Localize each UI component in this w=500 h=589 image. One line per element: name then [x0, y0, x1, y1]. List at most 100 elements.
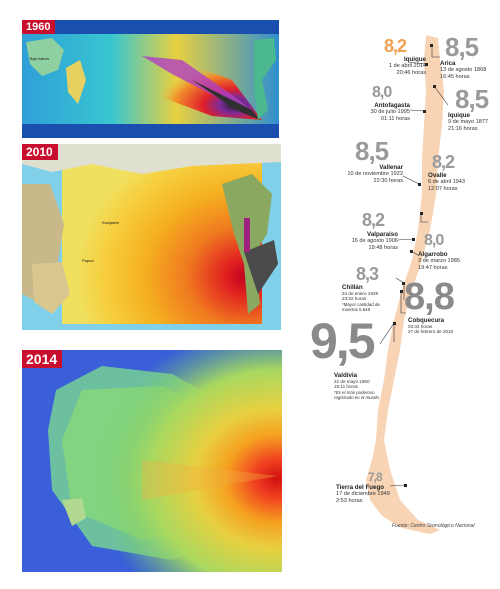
- magnitude-arica: 8,5: [445, 32, 479, 62]
- quake-name: Valparaíso: [367, 231, 398, 238]
- magnitude-iquique-2014: 8,2: [384, 36, 407, 56]
- year-badge-2014: 2014: [22, 350, 63, 368]
- magnitude-ovalle: 8,2: [432, 152, 455, 172]
- source-credit: Fuente: Centro Sismológico Nacional: [392, 523, 475, 529]
- quake-label-valdivia: Valdivia 22 de mayo 1960 15:11 horas *Es…: [334, 372, 404, 400]
- quake-label-tierra-del-fuego: Tierra del Fuego 17 de diciembre 1949 2:…: [336, 484, 396, 504]
- tsunami-map-2010: Kwajalein Papua 2010: [22, 144, 281, 330]
- line-algarrobo: [410, 250, 419, 256]
- line-vallenar: [402, 175, 420, 185]
- quake-label-arica: Arica 13 de agosto 1868 16:45 horas: [440, 60, 498, 80]
- svg-text:Kwajalein: Kwajalein: [102, 220, 119, 225]
- line-iquique-2014: [407, 61, 427, 65]
- quake-name: Arica: [440, 60, 456, 67]
- line-chillan: [395, 277, 405, 300]
- quake-label-cobquecura: Cobquecura 03:34 horas 27 de febrero de …: [408, 317, 488, 335]
- marker-valparaiso: [412, 238, 415, 241]
- quake-time: 27 de febrero de 2010: [408, 329, 454, 335]
- quake-date: 3 de marzo 1985: [418, 258, 460, 265]
- magnitude-valdivia: 9,5: [310, 313, 376, 369]
- quake-date: 22 de mayo 1960: [334, 379, 370, 385]
- quake-time: 2:53 horas: [336, 497, 363, 504]
- quake-name: Chillán: [342, 284, 363, 291]
- line-iquique-1877: [433, 85, 449, 106]
- quake-date: 30 de julio 1995: [370, 109, 410, 116]
- quake-date: 9 de mayo 1877: [448, 119, 489, 126]
- quake-note: *Es el más poderoso registrado en el mun…: [334, 389, 379, 400]
- quake-date: 24 de enero 1939: [342, 291, 379, 297]
- chile-map: [366, 35, 444, 534]
- quake-date: 6 de abril 1943: [428, 179, 466, 186]
- quake-time: 20:46 horas: [396, 69, 426, 76]
- marker-iquique-2014: [425, 63, 428, 66]
- quake-name: Algarrobo: [418, 251, 448, 258]
- magnitude-tierra-del-fuego: 7,8: [368, 470, 383, 484]
- quake-name: Cobquecura: [408, 317, 445, 324]
- quake-label-valparaiso: Valparaíso 16 de agosto 1906 19:48 horas: [334, 231, 398, 251]
- year-badge-1960: 1960: [22, 20, 56, 34]
- quake-time: 16:45 horas: [440, 73, 470, 80]
- quake-time: 22:30 horas: [373, 177, 403, 184]
- quake-name: Tierra del Fuego: [336, 484, 385, 491]
- chile-shape: [366, 35, 444, 534]
- quake-time: 01:11 horas: [380, 115, 410, 122]
- quake-time: 19:48 horas: [368, 244, 398, 251]
- quake-time: 23:32 horas: [342, 296, 367, 302]
- line-cobquecura: [400, 291, 406, 314]
- quake-label-antofagasta: Antofagasta 30 de julio 1995 01:11 horas: [352, 102, 410, 122]
- svg-text:Papua: Papua: [82, 258, 94, 263]
- quake-date: 16 de agosto 1906: [351, 238, 398, 245]
- marker-vallenar: [418, 183, 421, 186]
- quake-name: Vallenar: [379, 164, 403, 171]
- tsunami-map-2014: 2014: [22, 350, 282, 572]
- quake-time: 19:47 horas: [418, 264, 448, 271]
- marker-ovalle: [420, 212, 423, 215]
- line-antofagasta: [409, 109, 425, 112]
- magnitude-chillan: 8,3: [356, 264, 379, 284]
- quake-note: *Mayor cantidad de muertos 5.648: [342, 301, 380, 312]
- quake-date: 03:34 horas: [408, 324, 433, 330]
- quake-label-vallenar: Vallenar 10 de noviembre 1922 22:30 hora…: [330, 164, 403, 184]
- marker-arica: [430, 44, 433, 47]
- quake-time: 15:11 horas: [334, 384, 358, 390]
- quake-date: 1 de abril 2014: [388, 63, 426, 70]
- marker-chillan: [402, 282, 405, 285]
- tsunami-map-1960-image: Baja Islands: [22, 20, 279, 138]
- quake-date: 13 de agosto 1868: [440, 67, 487, 74]
- quake-name: Antofagasta: [374, 102, 410, 109]
- marker-tierra-del-fuego: [404, 484, 407, 487]
- magnitude-algarrobo: 8,0: [424, 232, 444, 249]
- svg-text:Baja Islands: Baja Islands: [30, 57, 49, 61]
- quake-date: 10 de noviembre 1922: [347, 171, 403, 178]
- magnitude-cobquecura: 8,8: [404, 276, 455, 318]
- quake-label-chillan: Chillán 24 de enero 1939 23:32 horas *Ma…: [342, 284, 396, 312]
- quake-label-ovalle: Ovalle 6 de abril 1943 12:07 horas: [428, 172, 488, 192]
- tsunami-map-2010-image: Kwajalein Papua: [22, 144, 281, 330]
- magnitude-iquique-1877: 8,5: [455, 84, 489, 114]
- line-valdivia: [379, 322, 395, 345]
- quake-date: 17 de diciembre 1949: [336, 491, 390, 498]
- tsunami-map-1960: Baja Islands 1960: [22, 20, 279, 138]
- quake-name: Iquique: [448, 112, 470, 119]
- line-valparaiso: [397, 238, 414, 241]
- quake-name: Iquique: [404, 56, 426, 63]
- marker-valdivia: [393, 322, 396, 325]
- marker-antofagasta: [423, 110, 426, 113]
- quake-name: Valdivia: [334, 372, 358, 379]
- magnitude-antofagasta: 8,0: [372, 84, 392, 101]
- magnitude-valparaiso: 8,2: [362, 210, 385, 230]
- tsunami-map-2014-image: [22, 350, 282, 572]
- quake-label-algarrobo: Algarrobo 3 de marzo 1985 19:47 horas: [418, 251, 474, 271]
- line-arica: [431, 45, 440, 58]
- quake-time: 21:16 horas: [448, 125, 478, 132]
- line-tierra-del-fuego: [389, 484, 406, 487]
- line-ovalle: [420, 213, 428, 223]
- quake-label-iquique-2014: Iquique 1 de abril 2014 20:46 horas: [366, 56, 426, 76]
- marker-cobquecura: [400, 290, 403, 293]
- year-badge-2010: 2010: [22, 144, 58, 160]
- quake-label-iquique-1877: Iquique 9 de mayo 1877 21:16 horas: [448, 112, 500, 132]
- quake-name: Ovalle: [428, 172, 447, 179]
- quake-time: 12:07 horas: [428, 185, 458, 192]
- magnitude-vallenar: 8,5: [355, 136, 389, 166]
